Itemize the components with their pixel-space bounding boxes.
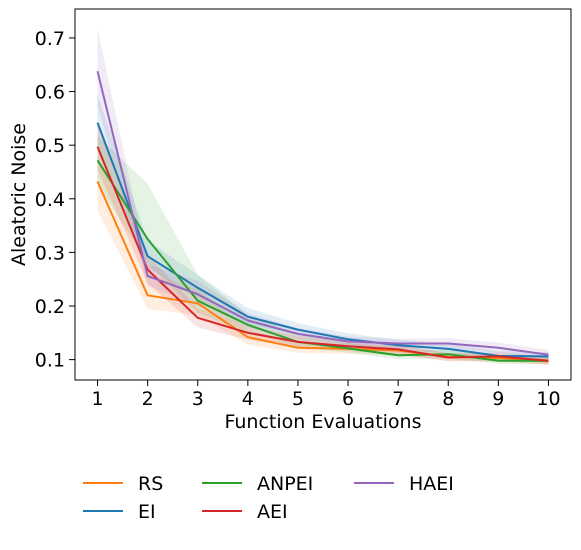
x-axis: 1 2 3 4 5 6 7 8 9 10	[91, 380, 561, 410]
legend-label: RS	[138, 473, 163, 495]
y-tick-label: 0.2	[35, 296, 65, 318]
y-tick-label: 0.3	[35, 242, 65, 264]
y-tick-label: 0.6	[35, 82, 65, 104]
x-tick-label: 9	[492, 388, 504, 410]
x-axis-label: Function Evaluations	[224, 411, 421, 433]
legend-item-aei: AEI	[202, 501, 288, 523]
x-tick-label: 2	[142, 388, 154, 410]
series-line-aei	[96, 146, 549, 362]
x-tick-label: 7	[392, 388, 404, 410]
x-tick-label: 5	[292, 388, 304, 410]
legend-label: ANPEI	[257, 473, 313, 495]
series-line-haei	[96, 70, 549, 356]
x-tick-label: 10	[536, 388, 560, 410]
confidence-bands	[97, 28, 549, 365]
legend-item-rs: RS	[83, 473, 163, 495]
x-tick-label: 1	[91, 388, 103, 410]
legend: RS EI ANPEI AEI HAEI	[83, 473, 454, 523]
plot-frame	[74, 8, 572, 381]
legend-item-ei: EI	[83, 501, 156, 523]
y-tick-label: 0.4	[35, 189, 65, 211]
legend-item-haei: HAEI	[354, 473, 454, 495]
x-tick-label: 3	[192, 388, 204, 410]
legend-label: AEI	[257, 501, 288, 523]
y-tick-label: 0.1	[35, 350, 65, 372]
legend-label: HAEI	[409, 473, 454, 495]
x-tick-label: 4	[242, 388, 254, 410]
band-ei	[97, 94, 549, 361]
y-tick-label: 0.5	[35, 135, 65, 157]
x-tick-label: 8	[442, 388, 454, 410]
series-lines	[96, 70, 549, 363]
y-axis: 0.1 0.2 0.3 0.4 0.5 0.6 0.7	[35, 28, 75, 372]
legend-label: EI	[138, 501, 156, 523]
series-line-ei	[96, 122, 549, 358]
y-axis-label: Aleatoric Noise	[8, 123, 30, 266]
y-tick-label: 0.7	[35, 28, 65, 50]
legend-item-anpei: ANPEI	[202, 473, 313, 495]
x-tick-label: 6	[342, 388, 354, 410]
